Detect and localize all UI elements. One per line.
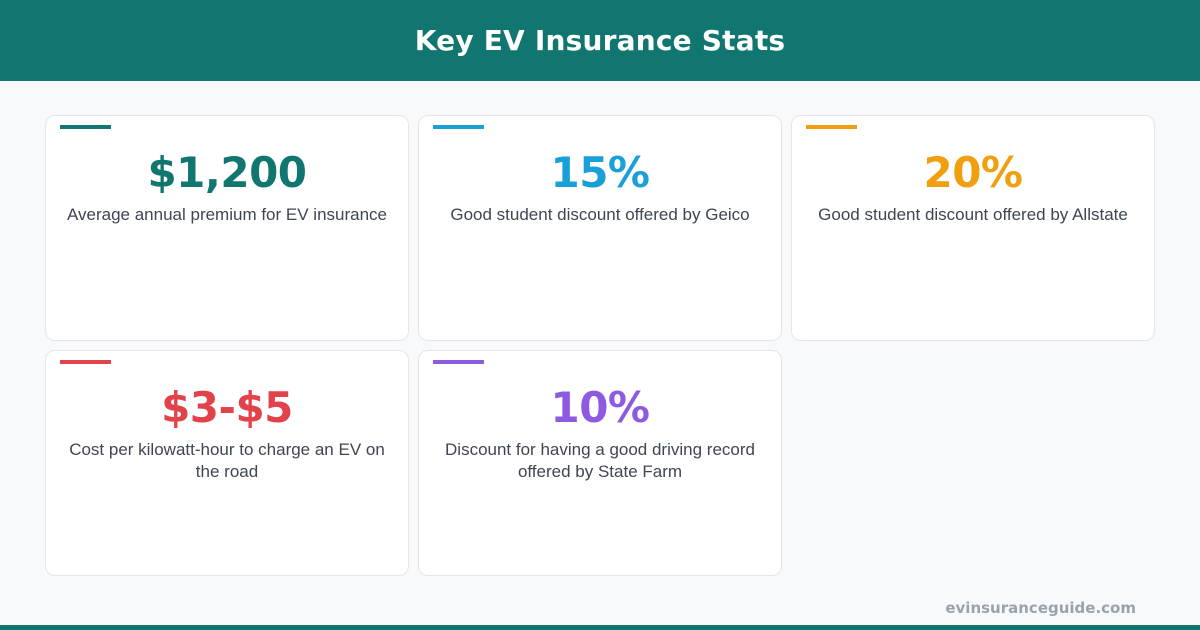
card-accent-bar <box>60 125 111 129</box>
footer-bar <box>0 625 1200 630</box>
stat-card-charging-cost: $3-$5 Cost per kilowatt-hour to charge a… <box>45 350 409 576</box>
stat-description: Good student discount offered by Geico <box>450 205 750 224</box>
stat-value: 15% <box>550 148 650 197</box>
stat-card-geico-discount: 15% Good student discount offered by Gei… <box>418 115 782 341</box>
stat-card-average-premium: $1,200 Average annual premium for EV ins… <box>45 115 409 341</box>
stat-description: Average annual premium for EV insurance <box>66 205 388 224</box>
stat-value: $3-$5 <box>161 383 293 432</box>
stat-value: $1,200 <box>147 148 307 197</box>
stat-card-allstate-discount: 20% Good student discount offered by All… <box>791 115 1155 341</box>
page-title: Key EV Insurance Stats <box>414 24 786 57</box>
card-accent-bar <box>806 125 857 129</box>
header-banner: Key EV Insurance Stats <box>0 0 1200 81</box>
card-accent-bar <box>433 360 484 364</box>
card-accent-bar <box>433 125 484 129</box>
stat-value: 10% <box>550 383 650 432</box>
card-accent-bar <box>60 360 111 364</box>
stat-description: Good student discount offered by Allstat… <box>818 205 1128 224</box>
site-url: evinsuranceguide.com <box>945 599 1136 617</box>
stat-card-state-farm-discount: 10% Discount for having a good driving r… <box>418 350 782 576</box>
stat-description: Discount for having a good driving recor… <box>445 440 755 481</box>
stat-description: Cost per kilowatt-hour to charge an EV o… <box>69 440 385 481</box>
stat-value: 20% <box>923 148 1023 197</box>
